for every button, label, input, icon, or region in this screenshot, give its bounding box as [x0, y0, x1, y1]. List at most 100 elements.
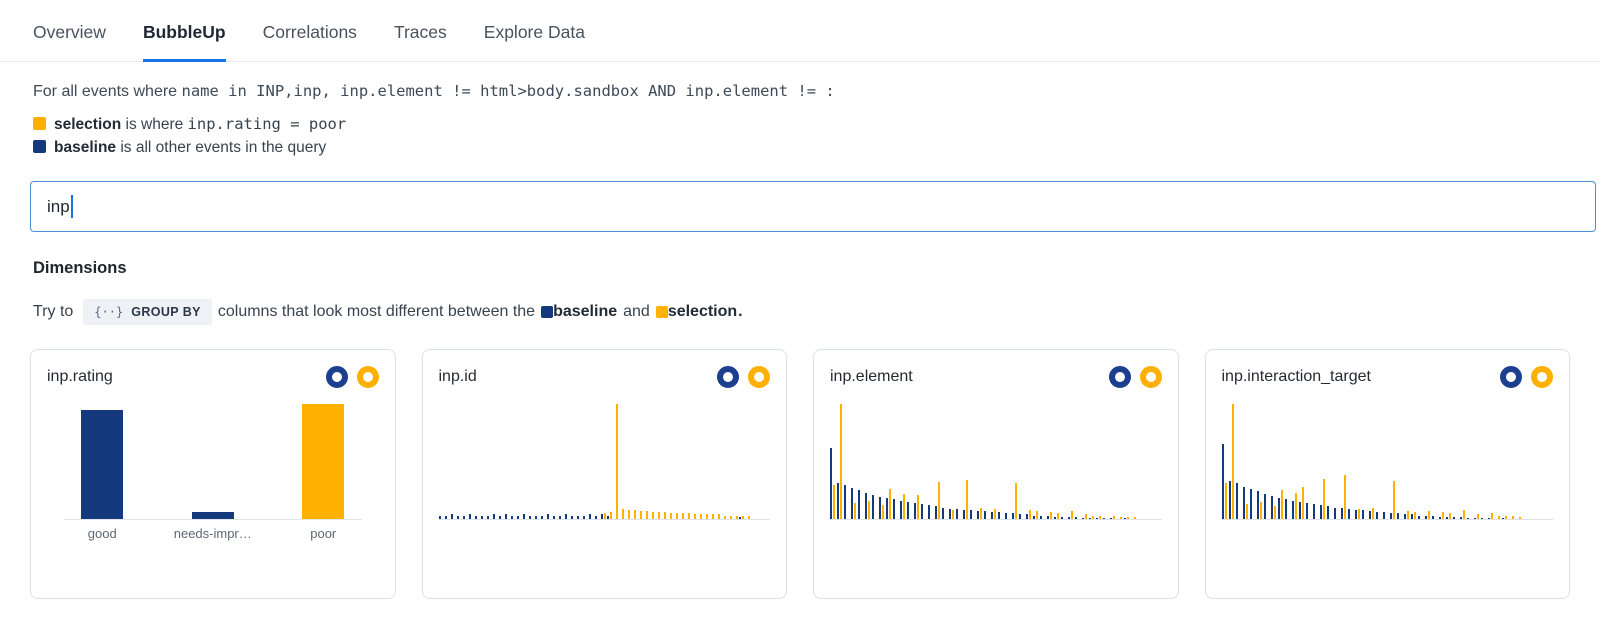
baseline-bar	[1487, 517, 1490, 519]
bar-group	[984, 510, 989, 519]
group-by-icon: {··}	[94, 305, 124, 319]
tab-overview[interactable]: Overview	[33, 22, 106, 42]
bar-group	[697, 514, 702, 519]
selection-bar	[1245, 504, 1248, 519]
baseline-bar	[893, 499, 895, 519]
bar-group	[1403, 510, 1409, 519]
baseline-bar	[1410, 514, 1413, 519]
selection-bar	[1036, 510, 1038, 519]
card-title: inp.rating	[47, 368, 113, 385]
baseline-bar	[1054, 516, 1056, 519]
baseline-bar	[970, 509, 972, 519]
dimension-search-input[interactable]: inp	[30, 181, 1596, 232]
selection-bar	[980, 507, 982, 519]
bar-group	[1495, 515, 1500, 519]
selection-bar	[639, 510, 642, 519]
x-axis-line	[63, 519, 362, 520]
bar-group	[570, 515, 576, 519]
selection-toggle-icon[interactable]	[1139, 366, 1162, 388]
selection-toggle-icon[interactable]	[1531, 366, 1553, 388]
bar-group	[679, 513, 684, 519]
baseline-toggle-icon[interactable]	[1108, 366, 1131, 388]
selection-bar	[729, 515, 732, 519]
query-summary: For all events where name in INP,inp, in…	[33, 82, 1600, 101]
baseline-bar	[516, 515, 519, 519]
bar-group	[619, 508, 624, 519]
tab-explore-data[interactable]: Explore Data	[483, 22, 585, 42]
baseline-bar	[552, 515, 555, 519]
dimension-card-inp-rating[interactable]: inp.rating good needs-impr… poor	[30, 349, 396, 599]
baseline-toggle-icon[interactable]	[717, 366, 739, 388]
baseline-color-swatch	[541, 306, 554, 318]
selection-color-swatch	[33, 117, 46, 130]
baseline-bar	[1277, 498, 1280, 519]
tab-bubbleup[interactable]: BubbleUp	[142, 22, 226, 62]
baseline-bar	[576, 515, 579, 519]
text-caret	[70, 195, 73, 218]
selection-bar	[1476, 514, 1479, 519]
baseline-bar	[1326, 506, 1329, 519]
bar-group	[492, 514, 498, 519]
baseline-bar	[1501, 517, 1504, 519]
bar-group	[1235, 483, 1241, 519]
bar-group	[886, 489, 891, 519]
baseline-bar	[830, 447, 832, 519]
selection-color-swatch	[655, 306, 668, 318]
selection-toggle-icon[interactable]	[356, 366, 379, 388]
bar-group	[738, 515, 744, 519]
bar-group	[1033, 510, 1038, 519]
selection-bar	[603, 513, 606, 519]
baseline-bar	[191, 512, 234, 519]
baseline-bar	[956, 508, 958, 519]
bar-group	[865, 492, 870, 519]
selection-bar	[657, 512, 660, 519]
selection-toggle-icon[interactable]	[748, 366, 770, 388]
baseline-bar	[1431, 515, 1434, 519]
bar-group	[1256, 491, 1262, 519]
bar-group	[1396, 513, 1402, 519]
bubbleup-legend: selection is where inp.rating = poor bas…	[33, 113, 1600, 159]
dimension-card-inp-interaction-target[interactable]: inp.interaction_target	[1204, 349, 1570, 599]
bar-group	[528, 515, 534, 519]
baseline-toggle-icon[interactable]	[325, 366, 348, 388]
selection-bar	[615, 404, 618, 519]
bar-group	[1382, 512, 1388, 519]
baseline-bar	[564, 514, 567, 519]
bar-group	[998, 512, 1003, 519]
group-by-hint: Try to {··} GROUP BY columns that look m…	[33, 299, 1600, 325]
bar-group	[935, 482, 940, 519]
bar-group	[631, 509, 636, 519]
baseline-bar	[534, 515, 537, 519]
dimension-card-inp-id[interactable]: inp.id	[421, 349, 787, 599]
baseline-bar	[1082, 517, 1084, 519]
series-toggles	[1108, 366, 1162, 388]
baseline-bar	[1103, 517, 1105, 519]
bar-group	[715, 514, 720, 519]
bar-chart-inp-interaction-target	[1221, 404, 1553, 520]
selection-bar	[994, 508, 996, 519]
search-input-value: inp	[47, 196, 70, 216]
baseline-color-swatch	[33, 140, 46, 153]
baseline-bar	[1096, 517, 1098, 519]
selection-bar	[1301, 486, 1304, 519]
bar-group	[844, 484, 849, 519]
selection-bar	[1490, 513, 1493, 519]
tab-correlations[interactable]: Correlations	[262, 22, 357, 42]
selection-bar	[699, 514, 702, 519]
baseline-bar	[1235, 483, 1238, 519]
baseline-toggle-icon[interactable]	[1500, 366, 1522, 388]
bar-group	[1410, 512, 1416, 519]
bar-group	[1417, 515, 1423, 519]
baseline-bar	[1452, 516, 1455, 519]
baseline-bar	[928, 505, 930, 519]
bar-group	[444, 515, 450, 519]
tab-traces[interactable]: Traces	[393, 22, 447, 42]
selection-bar	[717, 514, 720, 519]
dimension-card-inp-element[interactable]: inp.element	[813, 349, 1179, 599]
selection-bar	[711, 514, 714, 519]
bar-group	[1131, 516, 1136, 519]
selection-bar	[1085, 514, 1087, 519]
bar-group	[1431, 515, 1437, 519]
baseline-bar	[1263, 493, 1266, 519]
selection-bar	[1462, 509, 1465, 519]
